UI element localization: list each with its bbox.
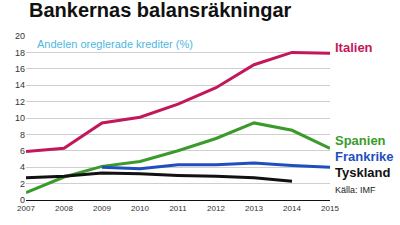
svg-text:2015: 2015 (321, 204, 339, 213)
svg-text:20: 20 (15, 31, 25, 41)
svg-text:Andelen oreglerade krediter (%: Andelen oreglerade krediter (%) (37, 38, 193, 50)
svg-text:14: 14 (15, 80, 25, 90)
svg-text:Spanien: Spanien (335, 133, 386, 148)
svg-text:2013: 2013 (245, 204, 263, 213)
svg-text:2010: 2010 (131, 204, 149, 213)
svg-text:2007: 2007 (17, 204, 35, 213)
svg-text:10: 10 (15, 113, 25, 123)
svg-text:8: 8 (20, 130, 25, 140)
svg-text:Källa: IMF: Källa: IMF (335, 185, 376, 195)
svg-text:2011: 2011 (169, 204, 187, 213)
svg-text:2: 2 (20, 179, 25, 189)
svg-text:Italien: Italien (335, 40, 373, 55)
svg-text:2009: 2009 (93, 204, 111, 213)
svg-text:Frankrike: Frankrike (335, 149, 394, 164)
svg-text:12: 12 (15, 97, 25, 107)
svg-text:16: 16 (15, 64, 25, 74)
svg-text:4: 4 (20, 162, 25, 172)
svg-text:2012: 2012 (207, 204, 225, 213)
svg-text:2014: 2014 (283, 204, 301, 213)
svg-text:6: 6 (20, 146, 25, 156)
svg-text:2008: 2008 (55, 204, 73, 213)
svg-text:18: 18 (15, 48, 25, 58)
svg-text:Bankernas balansräkningar: Bankernas balansräkningar (29, 0, 292, 21)
svg-text:Tyskland: Tyskland (335, 165, 390, 180)
svg-text:0: 0 (20, 195, 25, 205)
